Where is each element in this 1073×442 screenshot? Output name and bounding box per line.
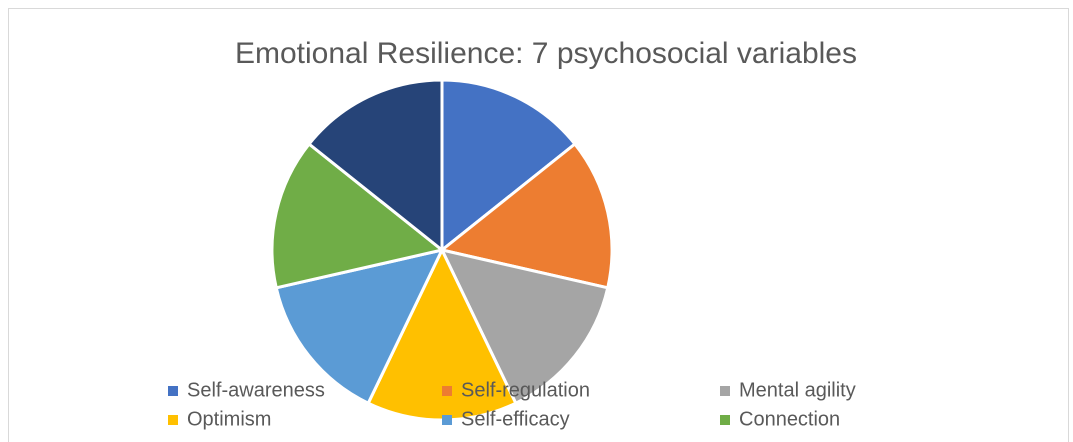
- pie-slice: [439, 247, 610, 406]
- legend-label: Self-efficacy: [461, 408, 570, 430]
- pie-slice: [270, 141, 446, 290]
- legend-label: Self-awareness: [187, 379, 325, 401]
- pie-slice: [306, 78, 444, 254]
- legend-marker: [442, 415, 452, 425]
- pie-slice: [440, 78, 578, 254]
- chart-title: Emotional Resilience: 7 psychosocial var…: [235, 37, 857, 70]
- legend-marker: [442, 386, 452, 396]
- legend-label: Connection: [739, 408, 840, 430]
- legend-marker: [168, 386, 178, 396]
- legend-label: Mental agility: [739, 379, 856, 401]
- legend-marker: [720, 415, 730, 425]
- pie-slice: [274, 247, 445, 406]
- legend-marker: [168, 415, 178, 425]
- legend-label: Self-regulation: [461, 379, 590, 401]
- legend-label: Optimism: [187, 408, 271, 430]
- pie-slice: [438, 141, 614, 290]
- legend-marker: [720, 386, 730, 396]
